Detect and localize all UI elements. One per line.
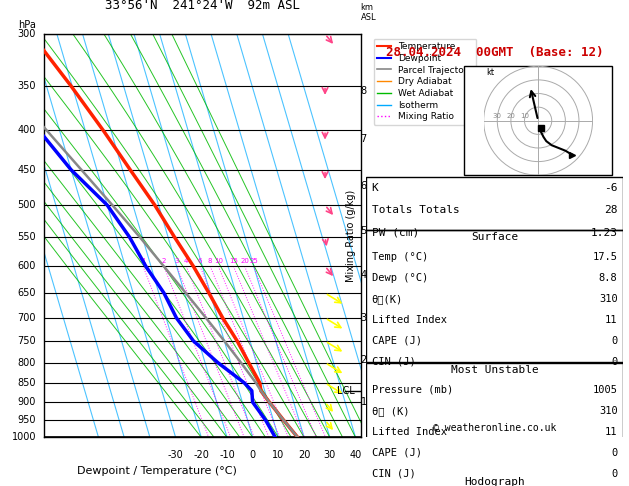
Text: 850: 850 bbox=[18, 378, 36, 388]
Text: 15: 15 bbox=[229, 258, 238, 264]
Text: 20: 20 bbox=[298, 450, 310, 459]
Text: 0: 0 bbox=[611, 448, 618, 458]
Text: 0: 0 bbox=[250, 450, 256, 459]
Text: 350: 350 bbox=[18, 81, 36, 91]
Text: 4: 4 bbox=[184, 258, 189, 264]
Text: 30: 30 bbox=[493, 113, 502, 120]
Text: km
ASL: km ASL bbox=[360, 2, 376, 22]
Text: CIN (J): CIN (J) bbox=[372, 357, 415, 367]
Text: 700: 700 bbox=[18, 313, 36, 323]
Text: 310: 310 bbox=[599, 406, 618, 416]
Text: -6: -6 bbox=[604, 183, 618, 193]
Text: hPa: hPa bbox=[18, 20, 36, 30]
Text: 1: 1 bbox=[360, 397, 367, 407]
Text: 11: 11 bbox=[605, 427, 618, 437]
Text: 1005: 1005 bbox=[593, 385, 618, 395]
Text: θᴇ(K): θᴇ(K) bbox=[372, 294, 403, 304]
Text: Hodograph: Hodograph bbox=[464, 477, 525, 486]
Text: Dewp (°C): Dewp (°C) bbox=[372, 273, 428, 283]
Text: 800: 800 bbox=[18, 358, 36, 367]
Text: 6: 6 bbox=[198, 258, 203, 264]
Text: 600: 600 bbox=[18, 261, 36, 271]
Text: 33°56'N  241°24'W  92m ASL: 33°56'N 241°24'W 92m ASL bbox=[105, 0, 300, 12]
Text: CAPE (J): CAPE (J) bbox=[372, 448, 421, 458]
Text: 950: 950 bbox=[18, 415, 36, 425]
Text: 10: 10 bbox=[520, 113, 529, 120]
Text: 450: 450 bbox=[18, 165, 36, 175]
Text: 4: 4 bbox=[360, 270, 367, 280]
Text: K: K bbox=[372, 183, 378, 193]
Text: 3: 3 bbox=[174, 258, 179, 264]
Text: 28.04.2024  00GMT  (Base: 12): 28.04.2024 00GMT (Base: 12) bbox=[386, 46, 603, 59]
Text: 400: 400 bbox=[18, 125, 36, 136]
Text: kt: kt bbox=[486, 69, 494, 77]
Bar bbox=[366, 177, 623, 230]
Text: 2: 2 bbox=[162, 258, 166, 264]
Legend: Temperature, Dewpoint, Parcel Trajectory, Dry Adiabat, Wet Adiabat, Isotherm, Mi: Temperature, Dewpoint, Parcel Trajectory… bbox=[374, 38, 476, 125]
Text: 900: 900 bbox=[18, 397, 36, 407]
Text: 3: 3 bbox=[360, 313, 367, 323]
Text: 10: 10 bbox=[272, 450, 284, 459]
Text: 310: 310 bbox=[599, 294, 618, 304]
Bar bbox=[464, 66, 613, 175]
Text: LCL: LCL bbox=[337, 386, 355, 396]
Text: 5: 5 bbox=[360, 226, 367, 236]
Text: 1: 1 bbox=[141, 258, 145, 264]
Text: 750: 750 bbox=[18, 336, 36, 346]
Text: 550: 550 bbox=[18, 232, 36, 242]
Text: 500: 500 bbox=[18, 200, 36, 210]
Bar bbox=[366, 475, 623, 486]
Text: Pressure (mb): Pressure (mb) bbox=[372, 385, 453, 395]
Text: -30: -30 bbox=[168, 450, 184, 459]
Text: 10: 10 bbox=[214, 258, 223, 264]
Text: 8: 8 bbox=[208, 258, 213, 264]
Bar bbox=[366, 363, 623, 474]
Text: 8: 8 bbox=[360, 86, 367, 96]
Text: θᴇ (K): θᴇ (K) bbox=[372, 406, 409, 416]
Text: 20: 20 bbox=[240, 258, 249, 264]
Text: 1000: 1000 bbox=[11, 433, 36, 442]
Text: Lifted Index: Lifted Index bbox=[372, 315, 447, 325]
Text: 11: 11 bbox=[605, 315, 618, 325]
Text: -20: -20 bbox=[193, 450, 209, 459]
Text: 20: 20 bbox=[506, 113, 515, 120]
Text: Dewpoint / Temperature (°C): Dewpoint / Temperature (°C) bbox=[77, 466, 237, 476]
Text: 30: 30 bbox=[324, 450, 336, 459]
Text: Lifted Index: Lifted Index bbox=[372, 427, 447, 437]
Text: CIN (J): CIN (J) bbox=[372, 469, 415, 479]
Text: 0: 0 bbox=[611, 469, 618, 479]
Text: © weatheronline.co.uk: © weatheronline.co.uk bbox=[433, 423, 556, 434]
Text: 300: 300 bbox=[18, 29, 36, 39]
Text: 40: 40 bbox=[349, 450, 362, 459]
Text: 28: 28 bbox=[604, 206, 618, 215]
Text: 7: 7 bbox=[360, 134, 367, 144]
Text: CAPE (J): CAPE (J) bbox=[372, 336, 421, 346]
Text: 25: 25 bbox=[249, 258, 258, 264]
Text: Surface: Surface bbox=[471, 232, 518, 242]
Text: -10: -10 bbox=[219, 450, 235, 459]
Text: PW (cm): PW (cm) bbox=[372, 227, 419, 238]
Text: 1.23: 1.23 bbox=[591, 227, 618, 238]
Text: 0: 0 bbox=[611, 357, 618, 367]
Text: 650: 650 bbox=[18, 288, 36, 298]
Text: 0: 0 bbox=[611, 336, 618, 346]
Text: 8.8: 8.8 bbox=[599, 273, 618, 283]
Text: Most Unstable: Most Unstable bbox=[450, 365, 538, 375]
Text: 17.5: 17.5 bbox=[593, 252, 618, 262]
Text: Temp (°C): Temp (°C) bbox=[372, 252, 428, 262]
Bar bbox=[366, 230, 623, 362]
Text: 2: 2 bbox=[360, 355, 367, 365]
Text: 6: 6 bbox=[360, 181, 367, 191]
Text: Mixing Ratio (g/kg): Mixing Ratio (g/kg) bbox=[346, 190, 356, 282]
Text: Totals Totals: Totals Totals bbox=[372, 206, 459, 215]
